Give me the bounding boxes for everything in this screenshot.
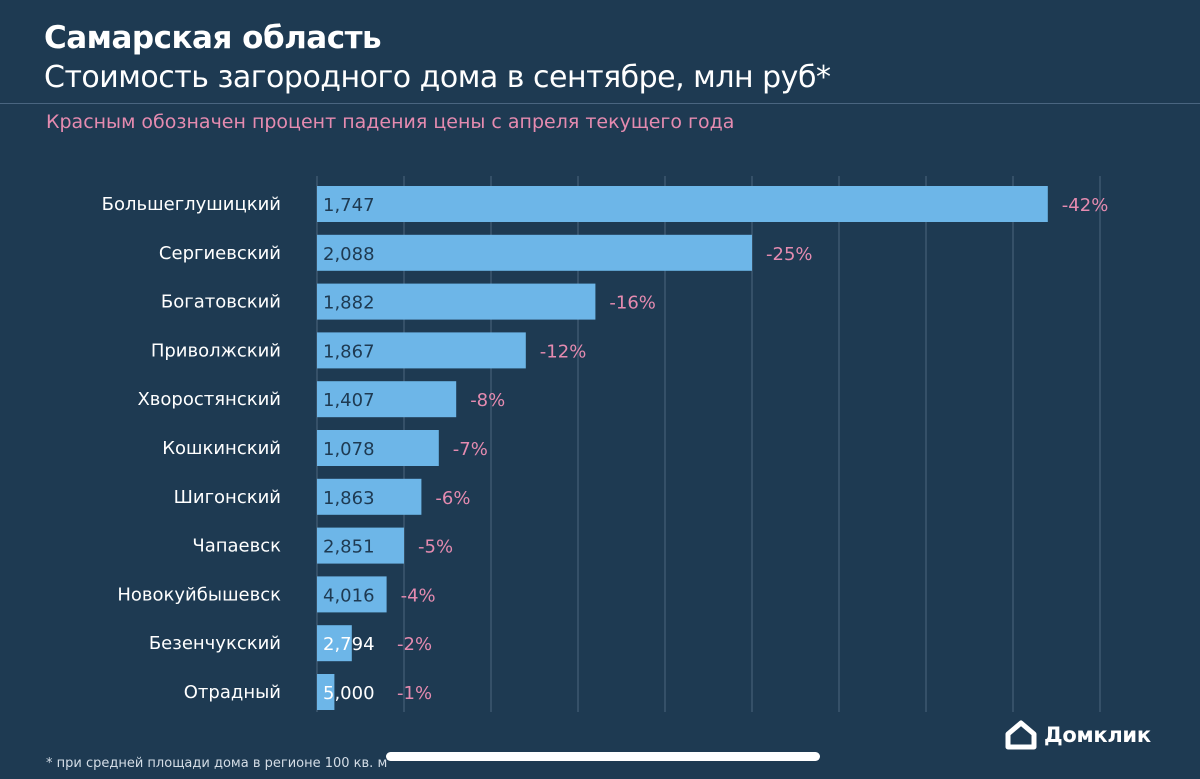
bar xyxy=(317,674,335,710)
decline-label: -2% xyxy=(397,634,432,655)
bar xyxy=(317,234,752,271)
bar xyxy=(317,332,526,369)
category-label: Шигонский xyxy=(174,487,281,508)
category-label: Новокуйбышевск xyxy=(117,584,281,605)
price-label: 1,078 xyxy=(323,439,375,460)
chart-subtitle: Стоимость загородного дома в сентябре, м… xyxy=(44,60,831,95)
domclick-logo: Домклик xyxy=(1004,720,1151,750)
bar xyxy=(317,527,404,564)
category-label: Сергиевский xyxy=(159,243,281,264)
price-label: 1,867 xyxy=(323,341,375,362)
logo-text: Домклик xyxy=(1044,723,1151,747)
price-label: 5,000 xyxy=(323,683,375,704)
chart-title: Самарская область xyxy=(44,20,382,56)
header-divider xyxy=(0,103,1200,104)
bar xyxy=(317,186,1048,222)
bar xyxy=(317,478,422,515)
category-label: Отрадный xyxy=(184,682,281,703)
decline-label: -42% xyxy=(1062,195,1109,216)
footnote: * при средней площади дома в регионе 100… xyxy=(46,756,388,771)
category-label: Безенчукский xyxy=(149,633,281,654)
price-label: 2,794 xyxy=(323,634,375,655)
bar xyxy=(317,625,352,662)
price-label: 1,882 xyxy=(323,293,375,314)
decline-label: -16% xyxy=(609,293,656,314)
decline-label: -4% xyxy=(401,585,436,606)
category-label: Чапаевск xyxy=(192,536,281,557)
price-label: 1,747 xyxy=(323,195,375,216)
bar xyxy=(317,576,387,613)
chart-note: Красным обозначен процент падения цены с… xyxy=(46,111,735,133)
house-icon xyxy=(1005,720,1037,750)
category-label: Богатовский xyxy=(161,292,281,313)
price-label: 1,863 xyxy=(323,488,375,509)
price-label: 4,016 xyxy=(323,585,375,606)
bar xyxy=(317,381,457,418)
home-indicator xyxy=(386,752,820,761)
decline-label: -12% xyxy=(540,341,587,362)
bar xyxy=(317,283,596,320)
price-label: 2,088 xyxy=(323,244,375,265)
category-label: Кошкинский xyxy=(162,438,281,459)
decline-label: -6% xyxy=(435,488,470,509)
category-label: Большеглушицкий xyxy=(102,194,281,215)
bar xyxy=(317,430,439,466)
decline-label: -25% xyxy=(766,244,813,265)
decline-label: -1% xyxy=(397,683,432,704)
decline-label: -7% xyxy=(453,439,488,460)
category-label: Приволжский xyxy=(151,340,281,361)
category-label: Хворостянский xyxy=(137,389,281,410)
decline-label: -8% xyxy=(470,390,505,411)
price-label: 2,851 xyxy=(323,537,375,558)
price-label: 1,407 xyxy=(323,390,375,411)
decline-label: -5% xyxy=(418,537,453,558)
